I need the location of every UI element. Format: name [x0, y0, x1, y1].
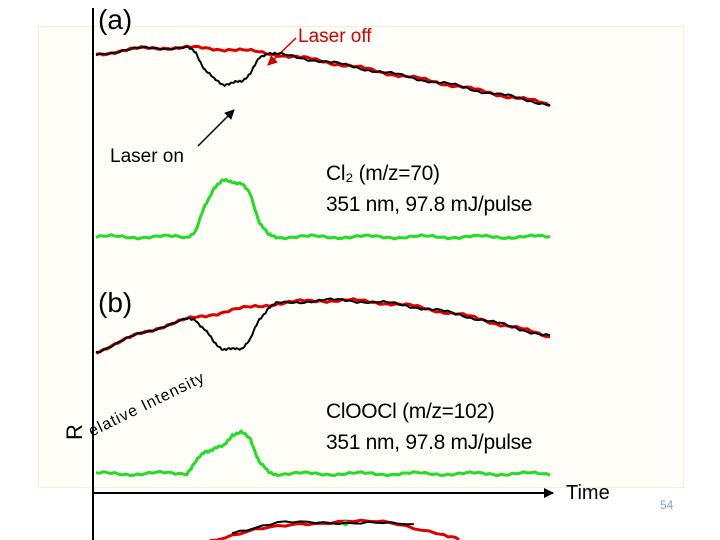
- panel-a-series-difference: [95, 177, 551, 241]
- panel-b-condition: ClOOCl (m/z=102) 351 nm, 97.8 mJ/pulse: [326, 396, 532, 458]
- laser-on-label: Laser on: [110, 146, 184, 167]
- panel-a-species: Cl₂ (m/z=70): [326, 162, 440, 185]
- panel-b-series-difference: [95, 429, 551, 478]
- panel-a-series-laser-on: [95, 45, 551, 107]
- laser-on-arrow: [197, 109, 235, 147]
- panel-a-condition: Cl₂ (m/z=70) 351 nm, 97.8 mJ/pulse: [326, 158, 532, 220]
- panel-b-species: ClOOCl (m/z=102): [326, 400, 495, 423]
- panel-b-series-laser-off: [95, 297, 551, 355]
- panel-c-series-laser-on: [231, 520, 414, 535]
- laser-off-arrow: [267, 37, 297, 66]
- panel-b-series-laser-on: [95, 297, 551, 354]
- panel-b-wavelength-energy: 351 nm, 97.8 mJ/pulse: [326, 431, 533, 454]
- panel-b-label: (b): [98, 287, 133, 318]
- series-layer: [95, 44, 551, 540]
- slide-number: 54: [660, 498, 674, 512]
- y-axis-label: R: [62, 424, 87, 440]
- panel-a-wavelength-energy: 351 nm, 97.8 mJ/pulse: [326, 193, 533, 216]
- background-frame: [38, 26, 684, 488]
- panel-a-label: (a): [98, 4, 133, 35]
- laser-off-label: Laser off: [298, 26, 372, 47]
- panel-a-series-laser-off: [95, 44, 551, 108]
- x-axis-label: Time: [566, 482, 610, 504]
